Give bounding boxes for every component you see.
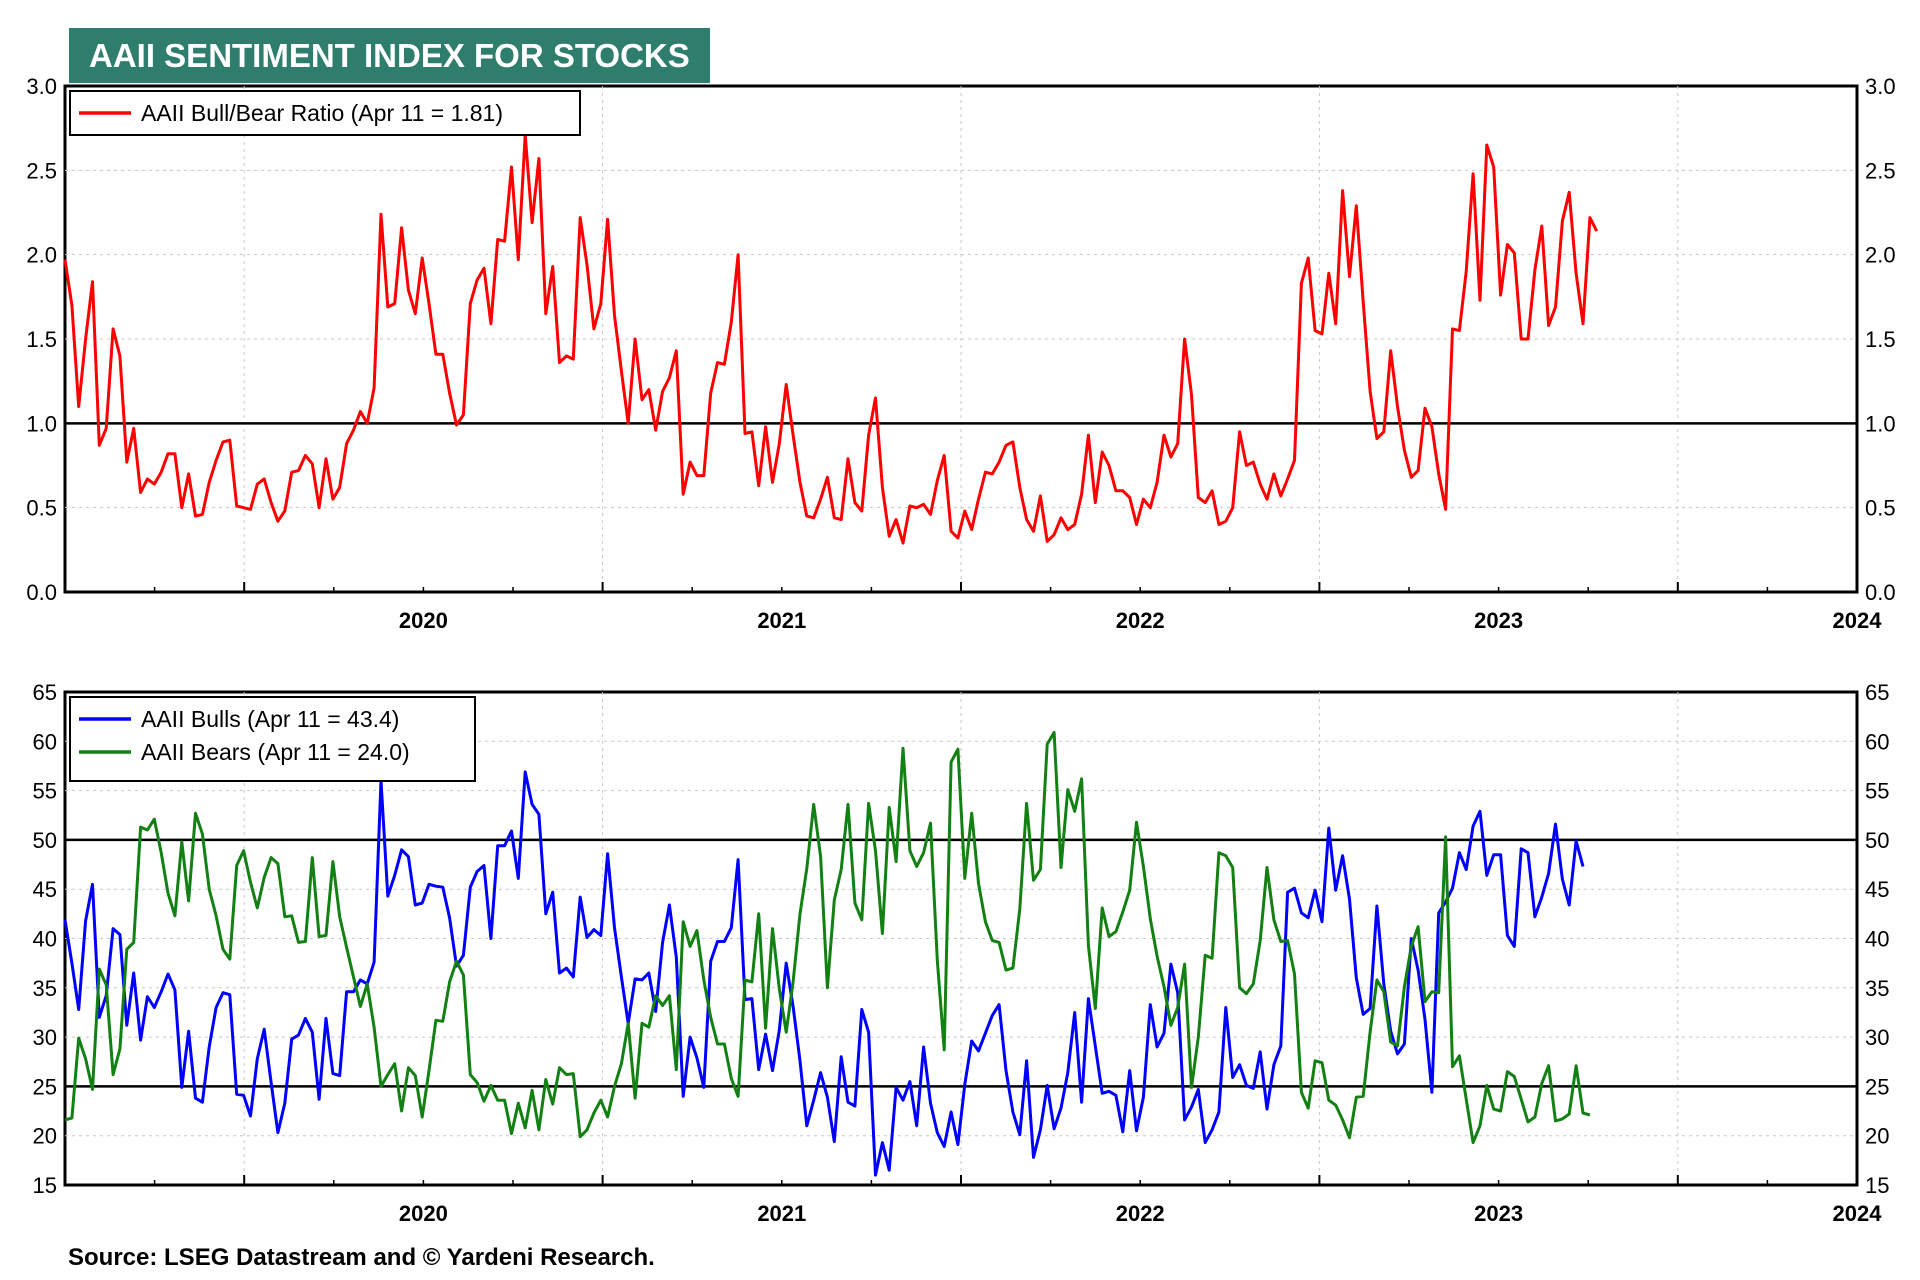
legend-label: AAII Bull/Bear Ratio (Apr 11 = 1.81) — [141, 100, 503, 126]
source-note: Source: LSEG Datastream and © Yardeni Re… — [68, 1244, 655, 1271]
y-tick-label-left: 3.0 — [26, 74, 57, 99]
y-tick-label-right: 1.5 — [1865, 327, 1896, 352]
y-tick-label-left: 45 — [33, 877, 57, 902]
y-tick-label-right: 55 — [1865, 779, 1889, 804]
x-tick-label: 2023 — [1474, 1201, 1523, 1226]
y-tick-label-left: 50 — [33, 828, 57, 853]
series-line-1 — [63, 770, 1585, 1177]
y-tick-label-left: 20 — [33, 1124, 57, 1149]
x-tick-label: 2023 — [1474, 608, 1523, 633]
y-tick-label-left: 2.0 — [26, 243, 57, 268]
y-tick-label-left: 35 — [33, 976, 57, 1001]
legend: AAII Bull/Bear Ratio (Apr 11 = 1.81) — [69, 90, 581, 136]
y-tick-label-left: 15 — [33, 1173, 57, 1198]
y-tick-label-right: 30 — [1865, 1025, 1889, 1050]
y-tick-label-right: 40 — [1865, 927, 1889, 952]
series-line-2 — [64, 730, 1591, 1145]
legend-box — [69, 696, 476, 782]
y-tick-label-right: 35 — [1865, 976, 1889, 1001]
y-tick-label-right: 2.5 — [1865, 158, 1896, 183]
x-tick-label: 2020 — [399, 608, 448, 633]
series-line-1 — [63, 133, 1599, 545]
legend: AAII Bulls (Apr 11 = 43.4) AAII Bears (Ap… — [69, 696, 476, 782]
x-tick-label: 2020 — [399, 1201, 448, 1226]
ratio-panel: 0.0 0.0 0.5 0.5 1.0 1.0 1.5 1.5 2.0 2.0 2.5 2.5 3.0 3… — [26, 74, 1895, 633]
y-tick-label-right: 20 — [1865, 1124, 1889, 1149]
y-tick-label-left: 0.5 — [26, 496, 57, 521]
y-tick-label-left: 1.0 — [26, 411, 57, 436]
y-tick-label-left: 2.5 — [26, 158, 57, 183]
y-tick-label-right: 25 — [1865, 1074, 1889, 1099]
legend-label: AAII Bears (Apr 11 = 24.0) — [141, 739, 410, 765]
y-tick-label-left: 40 — [33, 927, 57, 952]
y-tick-label-left: 60 — [33, 729, 57, 754]
y-tick-label-right: 45 — [1865, 877, 1889, 902]
x-tick-label: 2022 — [1116, 1201, 1165, 1226]
x-tick-label: 2021 — [757, 608, 806, 633]
y-tick-label-right: 2.0 — [1865, 243, 1896, 268]
y-tick-label-right: 50 — [1865, 828, 1889, 853]
y-tick-label-left: 0.0 — [26, 580, 57, 605]
legend-label: AAII Bulls (Apr 11 = 43.4) — [141, 706, 399, 732]
y-tick-label-right: 60 — [1865, 729, 1889, 754]
x-tick-label: 2021 — [757, 1201, 806, 1226]
y-tick-label-right: 0.0 — [1865, 580, 1896, 605]
y-tick-label-right: 3.0 — [1865, 74, 1896, 99]
y-tick-label-left: 30 — [33, 1025, 57, 1050]
y-tick-label-left: 1.5 — [26, 327, 57, 352]
y-tick-label-left: 25 — [33, 1074, 57, 1099]
x-tick-label: 2022 — [1116, 608, 1165, 633]
legend-box — [69, 90, 581, 136]
chart-title: AAII SENTIMENT INDEX FOR STOCKS — [69, 28, 710, 83]
y-tick-label-left: 65 — [33, 680, 57, 705]
y-tick-label-right: 65 — [1865, 680, 1889, 705]
y-tick-label-right: 15 — [1865, 1173, 1889, 1198]
x-tick-label: 2024 — [1833, 1201, 1883, 1226]
x-tick-label: 2024 — [1833, 608, 1883, 633]
y-tick-label-right: 1.0 — [1865, 411, 1896, 436]
y-tick-label-left: 55 — [33, 779, 57, 804]
y-tick-label-right: 0.5 — [1865, 496, 1896, 521]
